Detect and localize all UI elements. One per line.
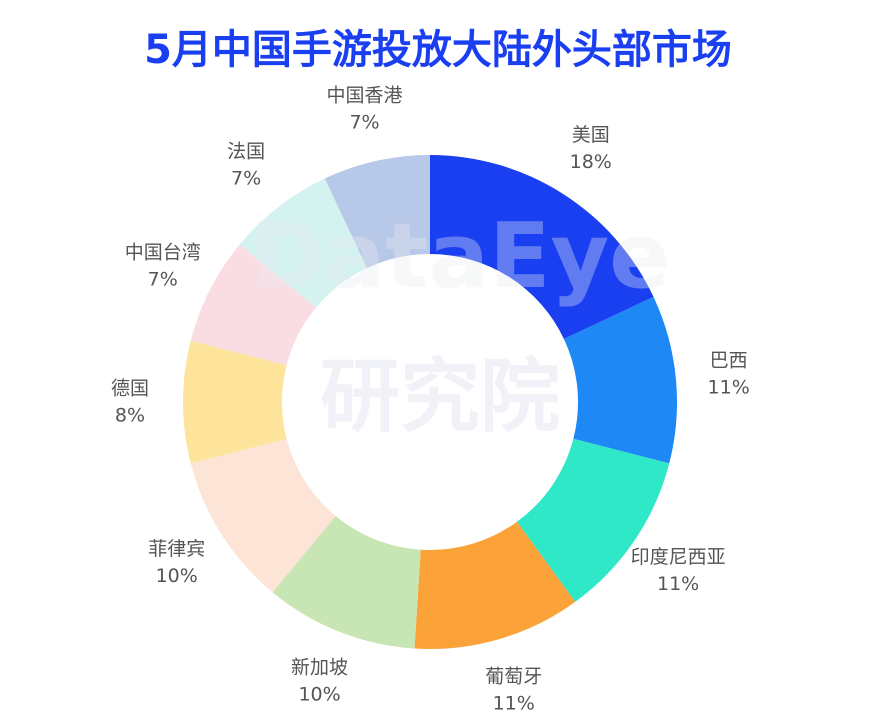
slice-label: 美国: [572, 124, 610, 146]
slice-value-label: 11%: [493, 693, 535, 715]
donut-slice: [516, 438, 670, 602]
slice-label: 巴西: [710, 349, 748, 371]
slice-label: 中国台湾: [125, 241, 201, 263]
slice-value-label: 11%: [708, 376, 750, 398]
slice-label: 德国: [111, 378, 149, 400]
slice-label: 葡萄牙: [485, 666, 542, 688]
donut-slice: [430, 155, 654, 339]
donut-slice: [190, 438, 336, 593]
donut-slice: [414, 521, 576, 649]
donut-slice: [183, 340, 287, 464]
slice-value-label: 10%: [298, 683, 340, 705]
watermark: 研究院: [320, 350, 560, 443]
donut-slice: [324, 155, 430, 269]
slice-label: 新加坡: [291, 656, 348, 678]
slice-label: 菲律宾: [148, 538, 205, 560]
slice-value-label: 7%: [349, 112, 379, 134]
slice-label: 法国: [227, 140, 265, 162]
chart-title: 5月中国手游投放大陆外头部市场: [144, 27, 732, 73]
slice-value-label: 10%: [156, 565, 198, 587]
slice-label: 印度尼西亚: [631, 546, 726, 568]
donut-slice: [272, 516, 421, 649]
slice-value-label: 18%: [570, 151, 612, 173]
slice-value-label: 7%: [231, 167, 261, 189]
donut-slice: [563, 296, 677, 464]
slice-value-label: 8%: [115, 405, 145, 427]
donut-slice: [239, 178, 367, 308]
slice-value-label: 11%: [657, 573, 699, 595]
slice-label: 中国香港: [327, 85, 403, 107]
watermark: DataEye: [250, 204, 670, 309]
donut-slice: [190, 244, 316, 366]
slice-value-label: 7%: [148, 268, 178, 290]
